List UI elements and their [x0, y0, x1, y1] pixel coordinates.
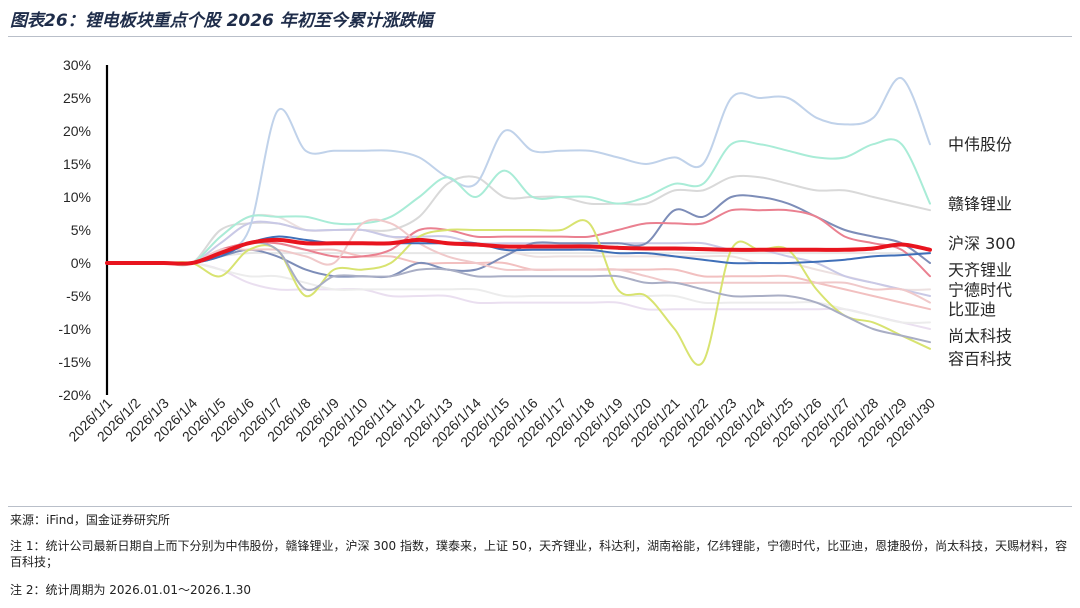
y-tick-label: 0% — [71, 255, 91, 271]
note-2: 注 2：统计周期为 2026.01.01～2026.1.30 — [10, 583, 252, 597]
source-note: 来源：iFind，国金证券研究所 — [10, 513, 170, 527]
footer-divider — [8, 506, 1072, 507]
series-end-label: 比亚迪 — [948, 300, 996, 319]
series-end-label: 中伟股份 — [948, 135, 1012, 154]
series-line — [106, 261, 931, 330]
series-line — [106, 241, 931, 344]
series-line — [106, 219, 931, 366]
y-tick-label: 5% — [71, 222, 91, 238]
series-line — [106, 77, 931, 265]
series-end-label: 宁德时代 — [948, 280, 1012, 299]
series-end-label: 容百科技 — [948, 350, 1012, 369]
y-tick-label: 20% — [63, 123, 91, 139]
title-divider — [8, 36, 1072, 37]
series-end-label: 尚太科技 — [948, 327, 1012, 346]
series-end-label: 赣锋锂业 — [948, 195, 1012, 214]
series-end-label: 沪深 300 — [948, 234, 1016, 253]
y-tick-label: -20% — [58, 387, 91, 403]
y-tick-label: 25% — [63, 90, 91, 106]
y-tick-label: -5% — [66, 288, 91, 304]
series-end-label: 天齐锂业 — [948, 261, 1012, 280]
y-tick-label: 15% — [63, 156, 91, 172]
series-line — [106, 220, 931, 297]
series-line — [106, 138, 931, 266]
series-line — [105, 237, 932, 266]
y-tick-label: -10% — [58, 321, 91, 337]
note-1: 注 1：统计公司最新日期自上而下分别为中伟股份，赣锋锂业，沪深 300 指数，璞… — [10, 539, 1068, 569]
y-tick-label: -15% — [58, 354, 91, 370]
series-line — [106, 261, 931, 324]
y-tick-label: 10% — [63, 189, 91, 205]
chart-title: 图表26：锂电板块重点个股 2026 年初至今累计涨跌幅 — [10, 11, 433, 31]
series-line — [106, 218, 931, 304]
y-tick-label: 30% — [63, 57, 91, 73]
line-chart: 30%25%20%15%10%5%0%-5%-10%-15%-20%2026/1… — [58, 57, 1016, 450]
chart-series — [105, 77, 932, 366]
